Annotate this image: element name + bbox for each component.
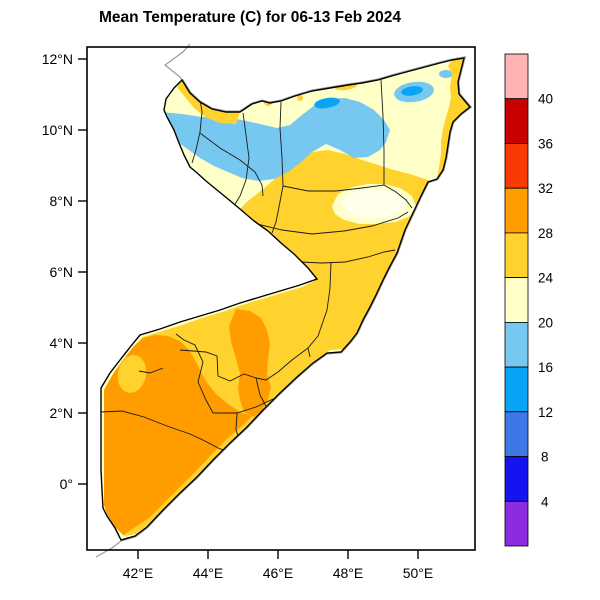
admin-line <box>279 101 284 187</box>
admin-line <box>199 132 264 197</box>
admin-line <box>175 333 214 414</box>
y-axis-label: 0° <box>60 476 73 492</box>
admin-line <box>138 367 164 374</box>
kenya-coast-gray <box>95 540 122 558</box>
y-axis-label: 6°N <box>50 264 74 280</box>
admin-line <box>179 349 257 382</box>
x-axis-label: 42°E <box>123 565 154 581</box>
colorbar-segment-28-32 <box>504 187 529 234</box>
colorbar-label: 20 <box>538 315 553 330</box>
x-axis-label: 48°E <box>333 565 364 581</box>
fill-golden-dot-coast-2 <box>297 95 303 101</box>
fill-bright-blue-spot-west <box>314 97 340 109</box>
x-axis-labels: 42°E 44°E 46°E 48°E 50°E <box>123 565 434 581</box>
fill-golden-nw-coast <box>177 80 240 124</box>
fill-near-white-neck <box>340 189 406 218</box>
colorbar-label: 16 <box>538 360 553 375</box>
admin-line <box>101 410 206 442</box>
colorbar-segment-8-12 <box>504 411 529 457</box>
x-axis-label: 46°E <box>263 565 294 581</box>
x-axis-label: 50°E <box>403 565 434 581</box>
colorbar-segment-24-28 <box>504 232 529 278</box>
colorbar-segment-36-40 <box>504 98 529 144</box>
admin-line <box>299 249 396 264</box>
admin-line <box>233 112 250 207</box>
djibouti-border-gray <box>164 43 191 81</box>
somalia-outline <box>100 57 472 541</box>
fill-orange-tongue <box>229 309 271 417</box>
admin-line <box>307 261 332 358</box>
admin-line <box>383 184 413 209</box>
admin-line <box>271 185 284 234</box>
fill-bright-blue-core-northeast <box>401 86 423 96</box>
admin-line <box>255 347 309 381</box>
y-axis-label: 12°N <box>42 51 73 67</box>
colorbar-segment-20-24 <box>504 277 529 323</box>
y-axis-label: 8°N <box>50 193 74 209</box>
admin-line <box>191 92 203 164</box>
colorbar-segment-32-36 <box>504 143 529 189</box>
fill-golden-ne-coast <box>437 58 470 179</box>
colorbar-segments <box>504 53 529 547</box>
colorbar-labels: 40 36 32 28 24 20 16 12 8 4 <box>538 92 554 510</box>
colorbar-segment-above-40 <box>504 53 529 100</box>
y-axis-label: 4°N <box>50 335 74 351</box>
y-axis-labels: 12°N 10°N 8°N 6°N 4°N 2°N 0° <box>42 51 73 492</box>
colorbar-label: 8 <box>541 450 549 465</box>
plot-frame-group: 12°N 10°N 8°N 6°N 4°N 2°N 0° 42°E 44°E 4… <box>42 46 476 581</box>
y-axis-label: 2°N <box>50 405 74 421</box>
colorbar-label: 28 <box>538 226 553 241</box>
colorbar: 40 36 32 28 24 20 16 12 8 4 <box>504 53 554 547</box>
plot-frame <box>86 46 476 551</box>
colorbar-label: 4 <box>541 494 549 509</box>
colorbar-segment-12-16 <box>504 366 529 413</box>
colorbar-label: 40 <box>538 92 553 107</box>
temperature-fill-layer <box>101 58 470 540</box>
admin-line <box>282 184 385 192</box>
colorbar-label: 32 <box>538 181 553 196</box>
fill-golden-blob-south <box>117 355 147 393</box>
colorbar-segment-16-20 <box>504 321 529 368</box>
colorbar-label: 12 <box>538 405 553 420</box>
colorbar-segment-below-4 <box>504 500 529 547</box>
colorbar-segment-4-8 <box>504 456 529 502</box>
colorbar-label: 36 <box>538 137 553 152</box>
y-axis-label: 10°N <box>42 122 73 138</box>
fill-blue-dot-cape <box>439 70 453 78</box>
admin-line <box>213 398 274 414</box>
admin-line <box>380 79 385 185</box>
axis-ticks <box>78 58 419 559</box>
page-title: Mean Temperature (C) for 06-13 Feb 2024 <box>99 9 401 26</box>
x-axis-label: 44°E <box>193 565 224 581</box>
admin-line <box>252 211 409 235</box>
colorbar-label: 24 <box>538 271 554 286</box>
